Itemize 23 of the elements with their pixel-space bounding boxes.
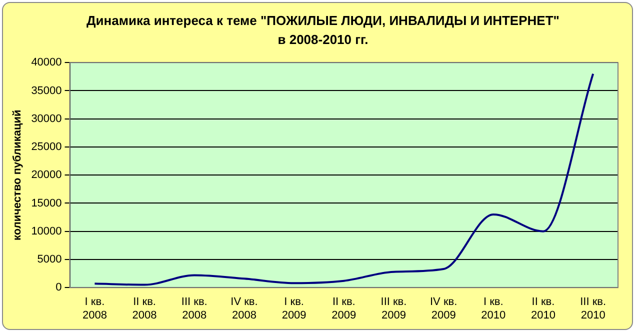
x-tick-label: II кв. 2009 xyxy=(332,296,356,322)
y-tick-label: 10000 xyxy=(31,225,62,238)
y-tick-label: 25000 xyxy=(31,141,62,154)
y-axis-title: количество публикаций xyxy=(12,110,24,240)
x-tick-label: II кв. 2008 xyxy=(132,296,157,322)
y-tick-label: 20000 xyxy=(31,169,62,182)
chart-title: Динамика интереса к теме "ПОЖИЛЫЕ ЛЮДИ, ИНВАЛИДЫ И ИНТЕРНЕТ" в 2008-2010 гг. xyxy=(86,12,560,49)
x-tick-label: IV кв. 2009 xyxy=(430,296,458,322)
y-tick-label: 35000 xyxy=(31,84,62,97)
x-tick-label: III кв. 2010 xyxy=(580,296,606,322)
x-tick-label: I кв. 2010 xyxy=(481,296,506,322)
y-tick-label: 30000 xyxy=(31,112,62,125)
x-tick-label: II кв. 2010 xyxy=(531,296,556,322)
y-tick-label: 40000 xyxy=(31,56,62,69)
x-tick-label: I кв. 2008 xyxy=(82,296,107,322)
line-series xyxy=(94,72,594,286)
y-tick-label: 15000 xyxy=(31,197,62,210)
x-tick-label: III кв. 2009 xyxy=(380,296,407,322)
y-tick-label: 0 xyxy=(56,282,62,294)
y-tick-label: 5000 xyxy=(37,254,62,266)
x-tick-label: I кв. 2009 xyxy=(282,296,306,322)
x-tick-label: III кв. 2008 xyxy=(181,296,208,322)
x-tick-label: IV кв. 2008 xyxy=(230,296,258,322)
